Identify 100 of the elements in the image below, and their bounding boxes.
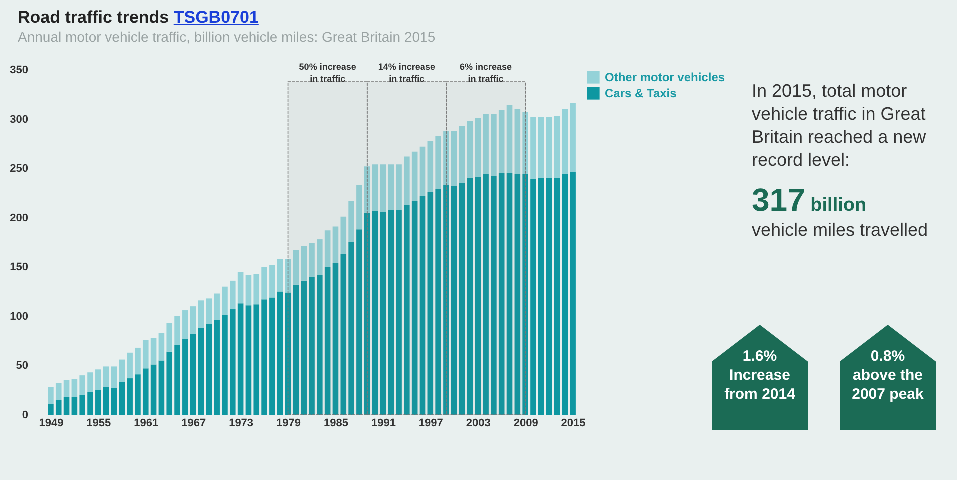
bar	[166, 323, 173, 352]
x-tick-label: 1973	[229, 418, 254, 430]
bar	[135, 348, 141, 375]
bar	[451, 131, 458, 186]
bar	[80, 395, 86, 415]
text: 1.6% Increase from 2014	[724, 347, 796, 404]
bar	[254, 274, 260, 305]
bar	[262, 267, 268, 300]
text: In 2015, total motor vehicle traffic in Great Britain reached a new record level:	[752, 80, 928, 172]
bar	[270, 265, 276, 298]
bar	[498, 174, 505, 415]
bar	[451, 186, 458, 415]
bar	[301, 246, 307, 281]
bar	[103, 366, 110, 388]
bar	[198, 300, 204, 328]
bar	[388, 164, 394, 210]
bar	[420, 196, 426, 415]
x-tick-label: 2003	[466, 418, 491, 430]
x-tick-label: 1991	[371, 418, 396, 430]
bar	[182, 339, 188, 415]
bar	[80, 376, 86, 396]
bar	[444, 185, 450, 415]
bar	[324, 267, 331, 415]
band-label: 6% increase in traffic	[460, 62, 512, 84]
bar	[293, 284, 300, 415]
x-tick-label: 2015	[561, 418, 586, 430]
bar	[467, 178, 474, 415]
bar	[475, 118, 482, 178]
legend-label: Other motor vehicles	[605, 70, 726, 84]
bar	[340, 254, 347, 415]
bar	[538, 117, 544, 178]
x-tick-label: 1949	[39, 418, 64, 430]
bar	[142, 340, 149, 369]
bar	[340, 216, 347, 254]
bar	[562, 109, 568, 174]
x-tick-label: 1961	[134, 418, 159, 430]
bar	[301, 280, 307, 415]
bar	[428, 192, 434, 415]
y-tick-label: 350	[10, 64, 28, 76]
bar	[150, 338, 157, 365]
bar	[570, 172, 576, 415]
bar	[514, 174, 521, 415]
y-tick-label: 200	[10, 212, 28, 224]
bar	[436, 136, 442, 190]
bar	[309, 243, 315, 277]
bar	[388, 210, 394, 415]
bar	[142, 368, 149, 415]
chart-subtitle: Annual motor vehicle traffic, billion vehicle miles: Great Britain 2015	[18, 29, 436, 45]
y-tick-label: 0	[22, 410, 28, 422]
bar	[96, 390, 102, 415]
bar	[324, 230, 331, 268]
bar	[317, 240, 323, 276]
bar	[150, 364, 157, 415]
bar	[530, 179, 536, 415]
y-tick-label: 100	[10, 310, 28, 323]
bar	[119, 382, 126, 415]
bar	[277, 259, 284, 292]
bar	[332, 263, 339, 415]
bar	[206, 298, 212, 324]
bar	[119, 360, 126, 382]
x-tick-label: 1967	[182, 418, 206, 430]
bar	[506, 105, 513, 174]
bar	[491, 176, 497, 415]
bar	[56, 400, 62, 415]
bar	[72, 380, 78, 398]
bar	[491, 114, 497, 176]
bar	[506, 174, 513, 415]
x-tick-label: 1955	[86, 418, 112, 430]
bar	[277, 292, 284, 415]
bar	[238, 304, 244, 415]
bar	[214, 320, 220, 415]
bar	[483, 174, 489, 415]
bar	[230, 280, 236, 310]
bar	[222, 315, 228, 415]
bar	[64, 397, 70, 415]
x-tick-label: 2009	[514, 418, 538, 430]
bar	[88, 372, 94, 392]
x-tick-label: 1979	[276, 418, 302, 430]
legend-label: Cars & Taxis	[605, 86, 678, 100]
bar	[270, 298, 276, 415]
y-tick-label: 250	[10, 163, 28, 176]
bar	[412, 201, 418, 415]
bar	[262, 300, 268, 415]
y-tick-label: 300	[10, 114, 28, 126]
bar	[158, 360, 165, 415]
bar	[174, 345, 180, 415]
bar	[135, 374, 141, 415]
bar	[412, 152, 418, 202]
bar	[364, 212, 370, 415]
bar	[111, 366, 118, 388]
bar	[498, 110, 505, 174]
bar	[356, 230, 362, 415]
bar	[222, 286, 228, 316]
bar	[96, 370, 102, 390]
bar	[522, 174, 528, 415]
bar	[396, 164, 402, 210]
bar	[546, 178, 552, 415]
bar	[514, 109, 521, 174]
bar	[530, 117, 536, 180]
bar	[190, 334, 196, 415]
